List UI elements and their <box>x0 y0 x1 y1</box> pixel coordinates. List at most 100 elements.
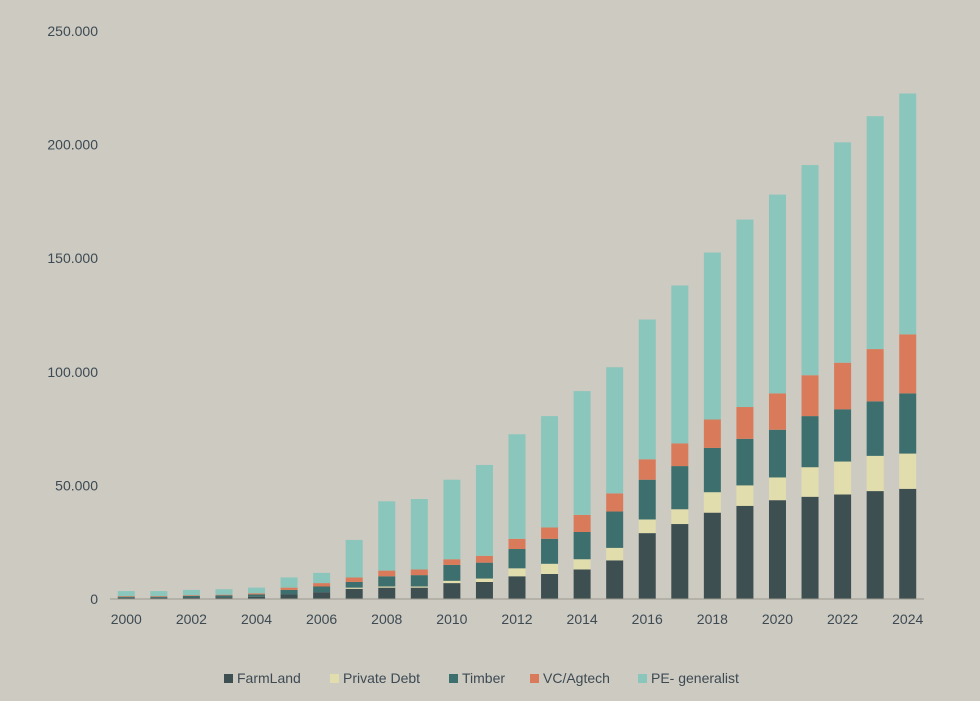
bar-segment <box>606 367 624 494</box>
bar-segment <box>671 509 689 525</box>
bar-segment <box>736 505 754 599</box>
bar-segment <box>215 597 233 599</box>
bar-segment <box>638 533 656 599</box>
bar-segment <box>248 594 266 597</box>
bar-segment <box>345 587 363 589</box>
bar-segment <box>215 589 233 595</box>
bar-segment <box>606 547 624 561</box>
bar-segment <box>736 485 754 506</box>
legend-swatch <box>449 674 458 683</box>
legend-swatch <box>530 674 539 683</box>
x-tick-label: 2006 <box>306 611 337 627</box>
y-tick-label: 200.000 <box>47 137 98 153</box>
bar-segment <box>573 531 591 560</box>
bar-segment <box>638 459 656 480</box>
bar-segment <box>150 597 168 599</box>
bar-segment <box>866 491 884 599</box>
bar-segment <box>834 142 852 363</box>
bar-segment <box>801 416 819 468</box>
bar-segment <box>671 443 689 467</box>
bar-segment <box>768 429 786 478</box>
bar-segment <box>443 580 461 584</box>
bar-segment <box>345 577 363 582</box>
bar-segment <box>736 438 754 486</box>
x-tick-label: 2010 <box>436 611 467 627</box>
bar-segment <box>606 560 624 599</box>
bar-segment <box>768 500 786 599</box>
bar-segment <box>475 578 493 582</box>
bar-segment <box>899 393 917 454</box>
x-tick-label: 2016 <box>632 611 663 627</box>
legend-swatch <box>638 674 647 683</box>
bar-segment <box>834 494 852 599</box>
bar-segment <box>182 597 200 599</box>
bar-segment <box>541 527 559 539</box>
bar-segment <box>866 401 884 456</box>
bar-segment <box>475 562 493 579</box>
bar-segment <box>150 596 168 598</box>
bar-segment <box>638 479 656 520</box>
bar-segment <box>508 538 526 550</box>
x-tick-label: 2012 <box>501 611 532 627</box>
bar-segment <box>671 466 689 510</box>
bar-segment <box>703 419 721 448</box>
x-tick-label: 2000 <box>111 611 142 627</box>
bar-segment <box>703 252 721 420</box>
bar-segment <box>215 594 233 596</box>
bar-segment <box>410 499 428 570</box>
bar-segment <box>378 586 396 588</box>
bar-segment <box>899 93 917 335</box>
bar-segment <box>508 576 526 599</box>
bar-segment <box>280 587 298 590</box>
legend-label: FarmLand <box>237 670 301 686</box>
legend-label: VC/Agtech <box>543 670 610 686</box>
bar-segment <box>182 595 200 596</box>
bar-segment <box>866 455 884 492</box>
bar-segment <box>117 597 135 599</box>
legend-label: Timber <box>462 670 505 686</box>
bar-segment <box>182 595 200 598</box>
bar-segment <box>573 559 591 570</box>
bar-segment <box>866 349 884 402</box>
bar-segment <box>117 591 135 597</box>
bar-segment <box>703 492 721 513</box>
bar-segment <box>150 596 168 597</box>
y-tick-label: 150.000 <box>47 250 98 266</box>
x-tick-label: 2002 <box>176 611 207 627</box>
bar-segment <box>834 461 852 495</box>
bar-segment <box>508 549 526 569</box>
bar-segment <box>573 569 591 599</box>
bar-segment <box>671 285 689 444</box>
y-tick-label: 50.000 <box>55 477 98 493</box>
bar-segment <box>703 512 721 599</box>
bar-segment <box>410 569 428 576</box>
bar-segment <box>215 595 233 598</box>
bar-segment <box>541 563 559 574</box>
bar-segment <box>606 493 624 512</box>
bar-segment <box>182 589 200 596</box>
bar-segment <box>736 407 754 439</box>
x-tick-label: 2004 <box>241 611 272 627</box>
bar-segment <box>443 583 461 599</box>
bar-segment <box>313 583 331 587</box>
x-tick-label: 2020 <box>762 611 793 627</box>
bar-segment <box>573 514 591 532</box>
y-tick-label: 0 <box>90 591 98 607</box>
legend-label: Private Debt <box>343 670 420 686</box>
bar-segment <box>117 596 135 597</box>
bar-segment <box>117 596 135 598</box>
bar-segment <box>378 501 396 571</box>
bar-segment <box>378 576 396 587</box>
bar-segment <box>768 477 786 501</box>
x-tick-label: 2018 <box>697 611 728 627</box>
bar-segment <box>508 568 526 577</box>
bar-segment <box>606 511 624 548</box>
x-tick-label: 2024 <box>892 611 923 627</box>
x-tick-label: 2022 <box>827 611 858 627</box>
bar-segment <box>671 524 689 599</box>
bar-segment <box>638 319 656 460</box>
bar-segment <box>541 574 559 599</box>
bar-segment <box>280 589 298 595</box>
bars-area <box>117 93 917 599</box>
bar-segment <box>703 447 721 493</box>
